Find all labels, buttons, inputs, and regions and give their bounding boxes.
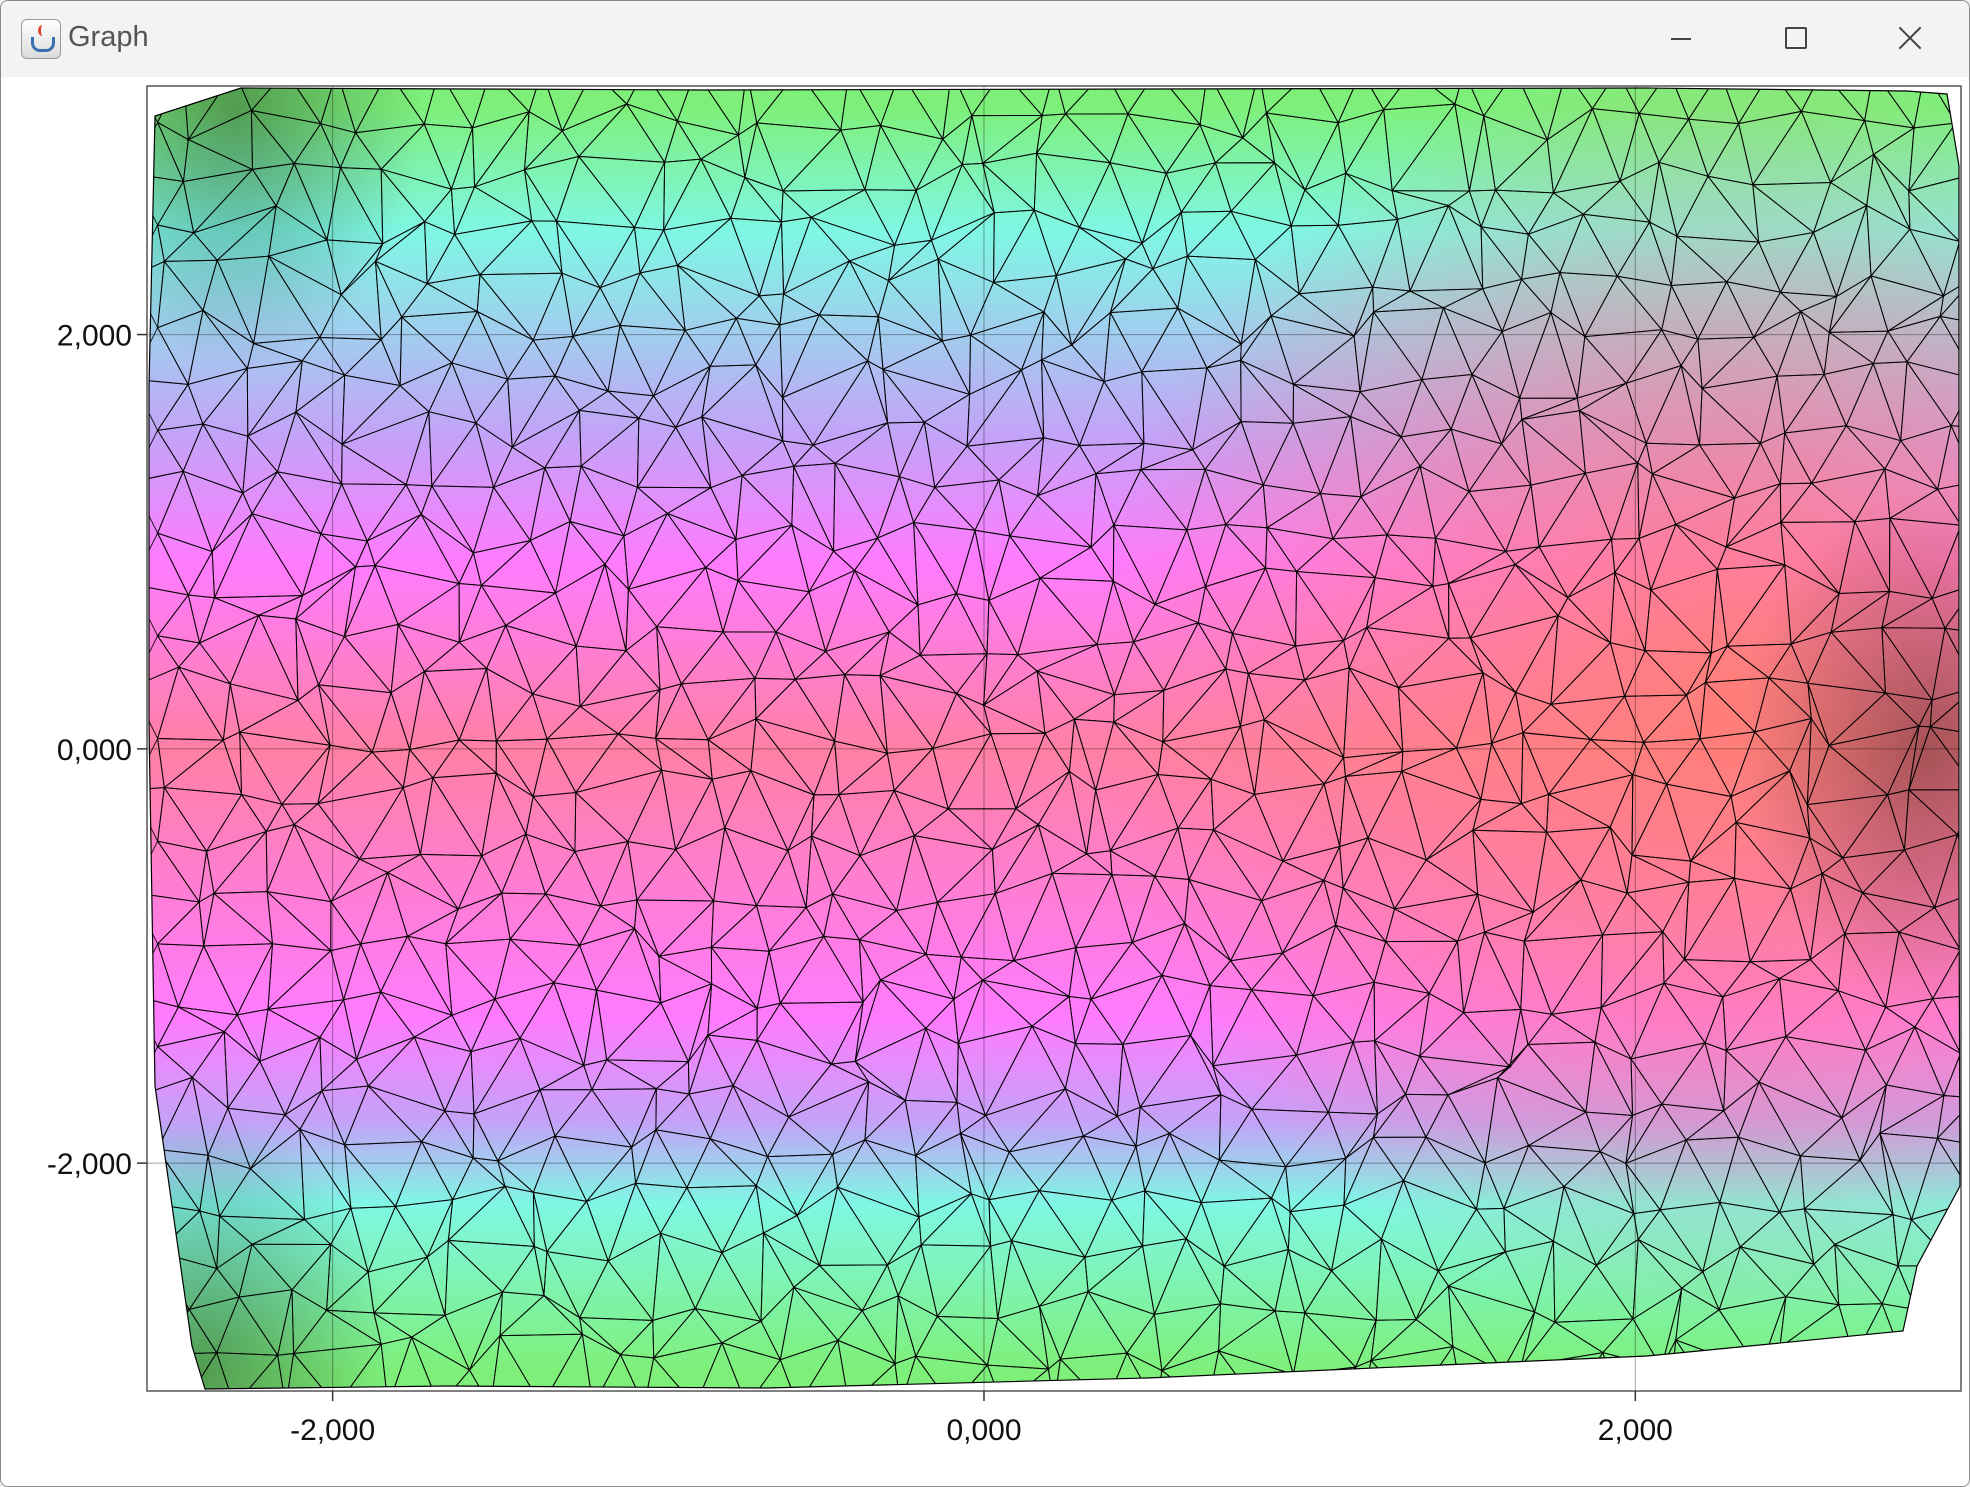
chart-area: -2,000 0,000 2,000 -2,000 0,000 2,000	[1, 77, 1969, 1486]
y-tick-label-0: -2,000	[47, 1148, 132, 1181]
mesh-triangle	[1939, 275, 1960, 329]
mesh-triangle	[745, 1358, 799, 1389]
window-title: Graph	[68, 21, 149, 53]
mesh-triangle	[1959, 1045, 1960, 1100]
mesh-triangle	[1904, 1350, 1938, 1389]
mesh-triangle	[1462, 1370, 1516, 1389]
mesh-triangle	[797, 1338, 850, 1389]
mesh-hull	[148, 87, 1961, 1390]
mesh-triangle	[1821, 1356, 1875, 1389]
mesh-triangle	[1935, 1302, 1960, 1356]
mesh-triangle	[149, 1353, 185, 1389]
mesh-triangle	[1955, 88, 1960, 124]
mesh-triangle	[1907, 789, 1960, 836]
x-tick-label-1: 0,000	[946, 1414, 1021, 1447]
y-tick-label-1: 0,000	[57, 734, 132, 767]
mesh-triangle	[1933, 891, 1960, 951]
shade-spot-2	[149, 1110, 393, 1389]
mesh-triangle	[149, 1302, 191, 1356]
mesh-triangle	[1718, 1370, 1772, 1389]
mesh-triangle	[1907, 173, 1960, 243]
java-cup-icon[interactable]	[21, 19, 61, 59]
plot-frame	[146, 85, 1962, 1392]
mesh-triangle	[1514, 1365, 1568, 1389]
mesh-triangle	[1931, 583, 1960, 630]
mesh-triangle	[1954, 1251, 1960, 1305]
mesh-triangle	[1935, 1351, 1960, 1389]
x-tick-label-2: 2,000	[1598, 1414, 1673, 1447]
mesh-triangle	[1905, 360, 1960, 427]
minimize-button[interactable]	[1631, 13, 1731, 65]
mesh-triangle	[1961, 482, 1969, 533]
mesh-triangle	[694, 1341, 748, 1389]
mesh-triangle	[1924, 1350, 1960, 1389]
mesh-triangle	[1853, 1357, 1907, 1389]
mesh-triangle	[490, 1334, 543, 1389]
mesh-triangle	[233, 1354, 287, 1389]
mesh-triangle	[1616, 1366, 1670, 1389]
y-tick-label-2: 2,000	[57, 320, 132, 353]
mesh-triangle	[285, 1352, 338, 1389]
mesh-triangle	[149, 223, 165, 278]
mesh-triangle	[1770, 1346, 1824, 1389]
mesh-triangle	[1931, 994, 1960, 1055]
mesh-triangle	[1565, 1351, 1619, 1389]
title-bar[interactable]: Graph	[1, 1, 1969, 77]
mesh-triangle	[1904, 1308, 1938, 1367]
mesh-triangle	[1257, 1373, 1311, 1389]
mesh-triangle	[1308, 1366, 1362, 1389]
mesh-triangle	[899, 1355, 953, 1389]
mesh-triangle	[1292, 1366, 1358, 1389]
maximize-button[interactable]	[1745, 13, 1845, 65]
mesh-triangle	[149, 736, 165, 791]
mesh-triangle	[1602, 1351, 1663, 1389]
x-tick-label-0: -2,000	[290, 1414, 375, 1447]
triangle-mesh	[149, 88, 1969, 1389]
shade-spot-1	[149, 88, 425, 367]
mesh-triangle	[1872, 1364, 1926, 1389]
mesh-triangle	[1759, 1346, 1781, 1389]
mesh-triangle	[1961, 525, 1969, 584]
mesh-triangle	[387, 1335, 441, 1389]
mesh-triangle	[1954, 1199, 1960, 1267]
mesh-triangle	[592, 1353, 645, 1389]
mesh-triangle	[1923, 88, 1960, 125]
mesh-triangle	[643, 1356, 697, 1389]
mesh-triangle	[335, 1342, 389, 1389]
mesh-triangle	[1778, 1347, 1855, 1389]
mesh-triangle	[1959, 993, 1960, 1055]
close-button[interactable]	[1859, 13, 1959, 65]
mesh-triangle	[1936, 1097, 1960, 1150]
mesh-triangle	[1501, 1365, 1522, 1389]
mesh-triangle	[1936, 481, 1960, 527]
mesh-triangle	[540, 1332, 594, 1389]
mesh-triangle	[1929, 686, 1960, 740]
triangulation-heatmap-chart: -2,000 0,000 2,000 -2,000 0,000 2,000	[47, 85, 1969, 1447]
